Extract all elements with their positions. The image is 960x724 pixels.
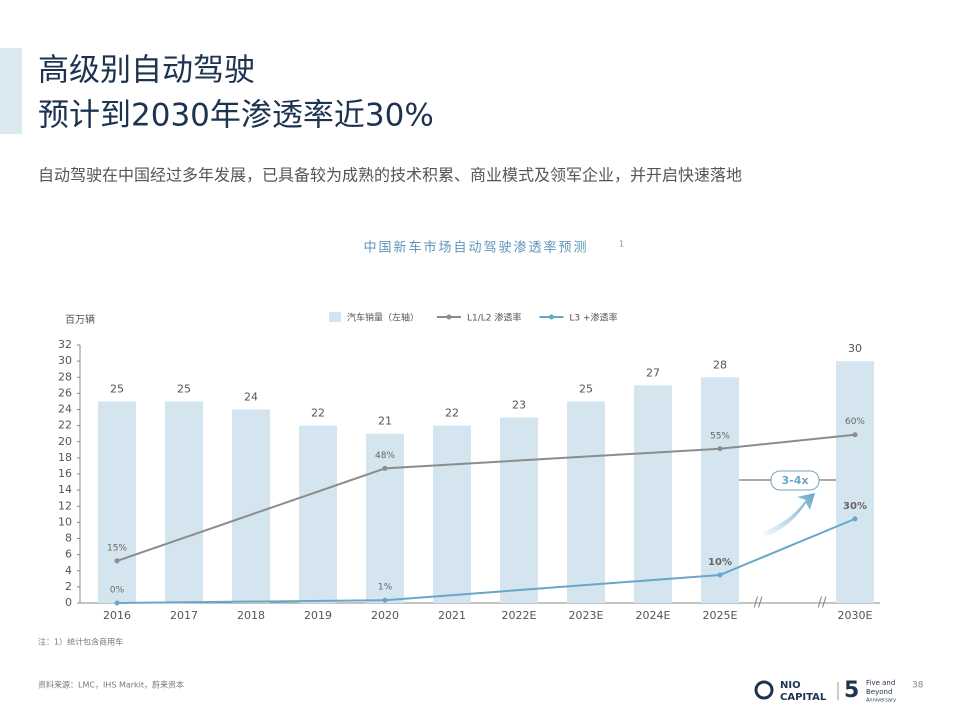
x-tick-label: 2024E — [636, 609, 671, 622]
badge-text: Five and — [866, 679, 895, 687]
bar — [98, 401, 136, 603]
point-label: 60% — [845, 417, 865, 427]
annotation: 3-4x — [782, 474, 809, 487]
legend-label: 汽车销量（左轴） — [347, 312, 419, 324]
x-tick-label: 2017 — [170, 609, 198, 622]
note: 注：1）统计包含商用车 — [38, 637, 123, 647]
y-tick-label: 4 — [65, 564, 72, 577]
accent-bar — [0, 48, 22, 134]
title-line: 高级别自动驾驶 — [38, 53, 255, 89]
y-axis-label: 百万辆 — [65, 313, 95, 326]
y-tick-label: 6 — [65, 548, 72, 561]
title-line: 预计到2030年渗透率近30% — [38, 98, 434, 134]
bar-label: 24 — [244, 391, 258, 404]
bar-label: 22 — [311, 407, 325, 420]
x-tick-label: 2019 — [304, 609, 332, 622]
bar-label: 25 — [110, 382, 124, 395]
bar-label: 25 — [579, 382, 593, 395]
y-tick-label: 16 — [58, 467, 72, 480]
badge-number: 5 — [844, 678, 859, 703]
point-label: 1% — [378, 583, 393, 593]
logo-mark — [754, 680, 774, 700]
chart-title: 中国新车市场自动驾驶渗透率预测 — [363, 240, 588, 256]
bar — [701, 377, 739, 603]
y-tick-label: 30 — [58, 354, 72, 367]
y-tick-label: 0 — [65, 596, 72, 609]
line — [116, 517, 856, 604]
bar — [232, 409, 270, 603]
point-label: 30% — [843, 501, 867, 512]
x-tick-label: 2021 — [438, 609, 466, 622]
logo-text: CAPITAL — [780, 692, 827, 703]
legend-swatch — [548, 314, 554, 320]
x-tick-label: 2018 — [237, 609, 265, 622]
point — [114, 600, 120, 606]
annotation-box — [770, 470, 820, 491]
x-tick-label: 2016 — [103, 609, 131, 622]
point-label: 48% — [375, 451, 395, 461]
point — [717, 446, 723, 452]
badge-text: Beyond — [866, 688, 892, 696]
y-tick-label: 18 — [58, 451, 72, 464]
y-tick-label: 26 — [58, 386, 72, 399]
footnote-mark: 1 — [619, 240, 624, 249]
axis-break: // — [818, 596, 827, 611]
y-tick-label: 2 — [65, 580, 72, 593]
source: 资料来源：LMC，IHS Markit，蔚来资本 — [38, 680, 184, 690]
x-tick-label: 2025E — [703, 609, 738, 622]
bar — [500, 417, 538, 603]
point — [852, 432, 858, 438]
bar-label: 21 — [378, 415, 392, 428]
y-tick-label: 28 — [58, 370, 72, 383]
legend-label: L1/L2 渗透率 — [467, 312, 521, 324]
point-label: 55% — [710, 431, 730, 441]
y-tick-label: 14 — [58, 483, 72, 496]
point — [382, 465, 388, 471]
axis-break: // — [754, 596, 763, 611]
growth-arrow — [762, 493, 815, 538]
bar — [299, 425, 337, 603]
x-tick-label: 2020 — [371, 609, 399, 622]
y-tick-label: 22 — [58, 419, 72, 432]
bar — [634, 385, 672, 603]
point — [852, 516, 858, 522]
legend-swatch — [329, 312, 341, 322]
bar — [165, 401, 203, 603]
y-tick-label: 24 — [58, 403, 72, 416]
bar-label: 22 — [445, 407, 459, 420]
bar — [567, 401, 605, 603]
point-label: 0% — [110, 586, 125, 596]
legend-swatch — [446, 314, 452, 320]
x-tick-label: 2023E — [569, 609, 604, 622]
point-label: 15% — [107, 543, 127, 553]
point — [717, 572, 723, 578]
bar-label: 30 — [848, 342, 862, 355]
line — [116, 433, 856, 562]
page-number: 38 — [912, 681, 924, 691]
bar-label: 23 — [512, 399, 526, 412]
x-tick-label: 2030E — [838, 609, 873, 622]
y-tick-label: 8 — [65, 532, 72, 545]
legend-label: L3 +渗透率 — [569, 312, 617, 324]
point-label: 10% — [708, 557, 732, 568]
logo-text: NIO — [780, 680, 801, 691]
point — [114, 558, 120, 564]
y-tick-label: 20 — [58, 435, 72, 448]
point — [382, 597, 388, 603]
bar-label: 25 — [177, 382, 191, 395]
bar — [836, 361, 874, 603]
bar — [433, 425, 471, 603]
bar-label: 28 — [713, 358, 727, 371]
y-tick-label: 10 — [58, 515, 72, 528]
badge-text: Anniversary — [866, 698, 896, 704]
bar-label: 27 — [646, 366, 660, 379]
subtitle: 自动驾驶在中国经过多年发展，已具备较为成熟的技术积累、商业模式及领军企业，并开启… — [38, 166, 742, 185]
y-tick-label: 12 — [58, 499, 72, 512]
bar — [366, 433, 404, 603]
x-tick-label: 2022E — [502, 609, 537, 622]
y-tick-label: 32 — [58, 338, 72, 351]
